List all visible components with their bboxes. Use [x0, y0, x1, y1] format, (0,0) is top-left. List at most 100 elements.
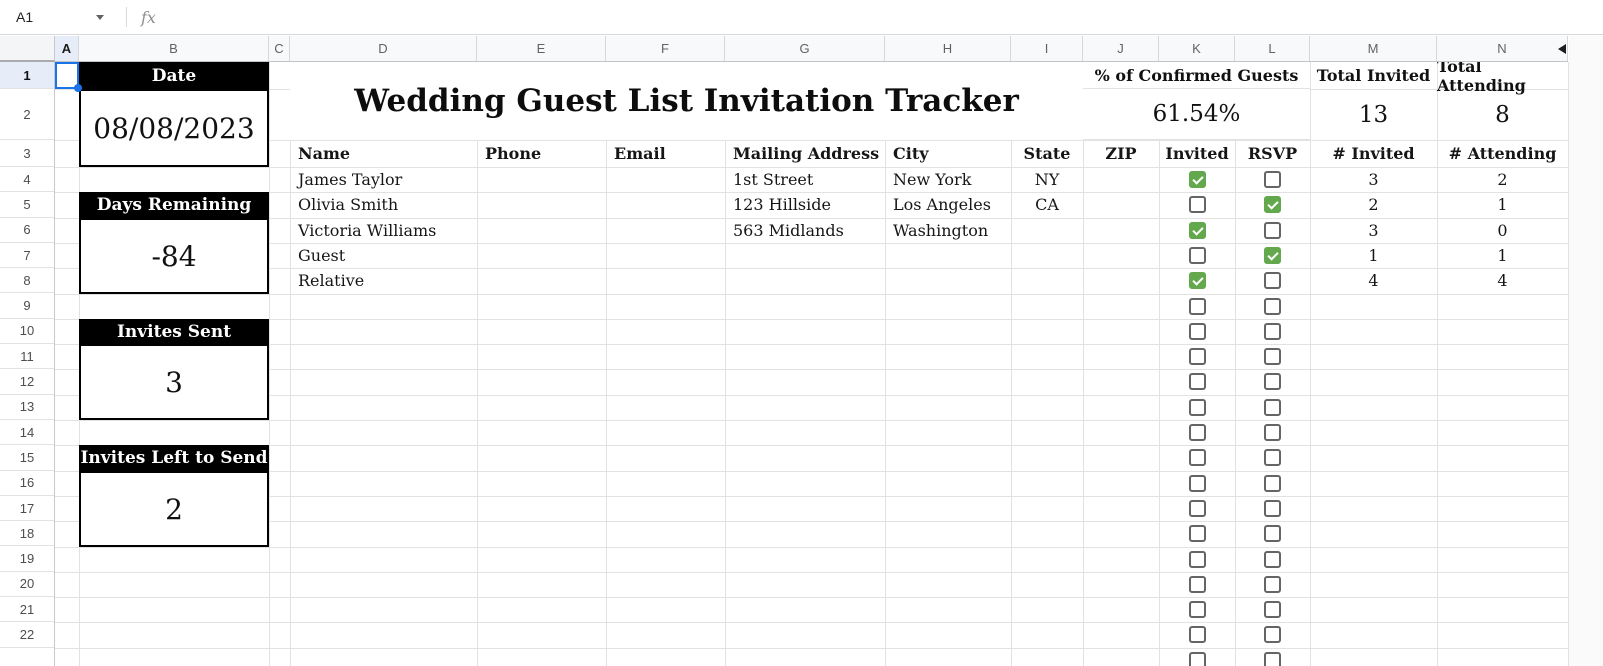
row-header-3[interactable]: 3 — [0, 140, 54, 167]
guest-address-cell[interactable] — [725, 268, 885, 293]
rsvp-checkbox[interactable] — [1264, 626, 1281, 644]
row-header-22[interactable]: 22 — [0, 622, 54, 648]
invited-checkbox[interactable] — [1189, 297, 1206, 315]
invited-checkbox[interactable] — [1189, 626, 1206, 644]
column-header-i[interactable]: I — [1011, 36, 1083, 61]
invited-checkbox[interactable] — [1189, 171, 1206, 188]
row-header-14[interactable]: 14 — [0, 420, 54, 446]
guest-state-cell[interactable] — [1011, 243, 1083, 268]
guest-state-cell[interactable]: NY — [1034, 170, 1060, 190]
invited-checkbox[interactable] — [1189, 651, 1206, 666]
guest-num-attending-cell[interactable]: 2 — [1497, 170, 1508, 190]
invited-checkbox[interactable] — [1189, 499, 1206, 517]
rsvp-checkbox[interactable] — [1264, 651, 1281, 666]
guest-address-cell[interactable]: 1st Street — [733, 170, 814, 190]
guest-city-cell[interactable] — [885, 243, 1011, 268]
invites-sent-card-label[interactable]: Invites Sent — [79, 319, 269, 344]
column-header-k[interactable]: K — [1159, 36, 1235, 61]
guest-address-cell[interactable]: 563 Midlands — [733, 220, 844, 240]
date-card-value[interactable]: 08/08/2023 — [79, 89, 269, 167]
confirmed-guests-value[interactable]: 61.54% — [1083, 89, 1310, 140]
row-header-13[interactable]: 13 — [0, 395, 54, 420]
row-header-5[interactable]: 5 — [0, 192, 54, 218]
guest-address-cell[interactable]: 123 Hillside — [733, 195, 831, 215]
total-attending-value[interactable]: 8 — [1495, 101, 1510, 128]
guest-state-cell[interactable] — [1011, 218, 1083, 243]
header-zip[interactable]: ZIP — [1105, 144, 1137, 163]
rsvp-checkbox[interactable] — [1264, 550, 1281, 568]
row-header-2[interactable]: 2 — [0, 89, 54, 140]
row-header-21[interactable]: 21 — [0, 597, 54, 623]
invited-checkbox[interactable] — [1189, 449, 1206, 467]
column-header-c[interactable]: C — [269, 36, 290, 61]
rsvp-checkbox[interactable] — [1264, 398, 1281, 416]
header-rsvp[interactable]: RSVP — [1247, 144, 1298, 163]
row-header-10[interactable]: 10 — [0, 319, 54, 345]
guest-city-cell[interactable]: Washington — [893, 220, 989, 240]
formula-input[interactable] — [156, 0, 1603, 34]
guest-num-invited-cell[interactable]: 2 — [1368, 195, 1379, 215]
header-mailing-address[interactable]: Mailing Address — [733, 144, 880, 163]
guest-city-cell[interactable] — [885, 268, 1011, 293]
invited-checkbox[interactable] — [1189, 272, 1206, 290]
rsvp-checkbox[interactable] — [1264, 474, 1281, 492]
row-header-4[interactable]: 4 — [0, 167, 54, 193]
column-header-b[interactable]: B — [79, 36, 269, 61]
row-header-1[interactable]: 1 — [0, 62, 54, 89]
header-invited[interactable]: Invited — [1165, 144, 1229, 163]
rsvp-checkbox[interactable] — [1264, 424, 1281, 441]
column-header-f[interactable]: F — [606, 36, 725, 61]
invites-sent-card-value[interactable]: 3 — [79, 344, 269, 420]
row-header-17[interactable]: 17 — [0, 496, 54, 522]
rsvp-checkbox[interactable] — [1264, 246, 1281, 264]
guest-name-cell[interactable]: Victoria Williams — [298, 220, 437, 240]
name-box[interactable]: A1 — [16, 9, 108, 25]
guest-num-attending-cell[interactable]: 0 — [1497, 220, 1508, 240]
guest-num-invited-cell[interactable]: 1 — [1368, 246, 1379, 266]
confirmed-guests-label[interactable]: % of Confirmed Guests — [1083, 62, 1310, 89]
header-state[interactable]: State — [1023, 144, 1071, 163]
column-header-d[interactable]: D — [290, 36, 477, 61]
rsvp-checkbox[interactable] — [1264, 322, 1281, 340]
days-remaining-card-value[interactable]: -84 — [79, 218, 269, 294]
guest-state-cell[interactable]: CA — [1035, 195, 1059, 215]
rsvp-checkbox[interactable] — [1264, 525, 1281, 543]
date-card-label[interactable]: Date — [79, 62, 269, 89]
column-header-a[interactable]: A — [55, 36, 79, 61]
guest-num-attending-cell[interactable]: 4 — [1497, 271, 1508, 291]
guest-num-invited-cell[interactable]: 4 — [1368, 271, 1379, 291]
total-attending-label[interactable]: Total Attending — [1437, 56, 1526, 95]
column-header-e[interactable]: E — [477, 36, 606, 61]
rsvp-checkbox[interactable] — [1264, 449, 1281, 467]
header-phone[interactable]: Phone — [485, 144, 542, 163]
rsvp-checkbox[interactable] — [1264, 348, 1281, 366]
invited-checkbox[interactable] — [1189, 373, 1206, 391]
invited-checkbox[interactable] — [1189, 550, 1206, 568]
column-header-g[interactable]: G — [725, 36, 885, 61]
rsvp-checkbox[interactable] — [1264, 221, 1281, 239]
guest-num-invited-cell[interactable]: 3 — [1368, 220, 1379, 240]
column-header-j[interactable]: J — [1083, 36, 1159, 61]
guest-name-cell[interactable]: Guest — [298, 246, 346, 266]
row-header-9[interactable]: 9 — [0, 294, 54, 319]
row-header-20[interactable]: 20 — [0, 572, 54, 598]
guest-name-cell[interactable]: Relative — [298, 271, 365, 291]
invited-checkbox[interactable] — [1189, 601, 1206, 619]
column-header-n[interactable]: N — [1437, 36, 1568, 61]
rsvp-checkbox[interactable] — [1264, 272, 1281, 290]
invited-checkbox[interactable] — [1189, 221, 1206, 239]
invites-left-card-label[interactable]: Invites Left to Send — [79, 445, 269, 471]
guest-city-cell[interactable]: Los Angeles — [893, 195, 991, 215]
guest-state-cell[interactable] — [1011, 268, 1083, 293]
row-header-8[interactable]: 8 — [0, 268, 54, 294]
invited-checkbox[interactable] — [1189, 474, 1206, 492]
hidden-columns-indicator[interactable] — [1553, 44, 1566, 54]
row-header-7[interactable]: 7 — [0, 243, 54, 269]
select-all-corner[interactable] — [0, 36, 55, 62]
header-num-invited[interactable]: # Invited — [1332, 144, 1415, 163]
invited-checkbox[interactable] — [1189, 348, 1206, 366]
rsvp-checkbox[interactable] — [1264, 575, 1281, 593]
row-header-11[interactable]: 11 — [0, 344, 54, 370]
total-invited-label[interactable]: Total Invited — [1316, 66, 1431, 85]
invites-left-card-value[interactable]: 2 — [79, 471, 269, 547]
